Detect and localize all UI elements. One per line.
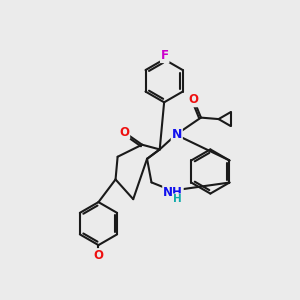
Text: N: N [172,128,182,141]
Text: H: H [173,194,182,204]
Text: O: O [119,126,129,139]
Text: NH: NH [163,186,183,199]
Text: F: F [161,49,169,62]
Text: O: O [188,93,198,106]
Text: O: O [94,249,103,262]
